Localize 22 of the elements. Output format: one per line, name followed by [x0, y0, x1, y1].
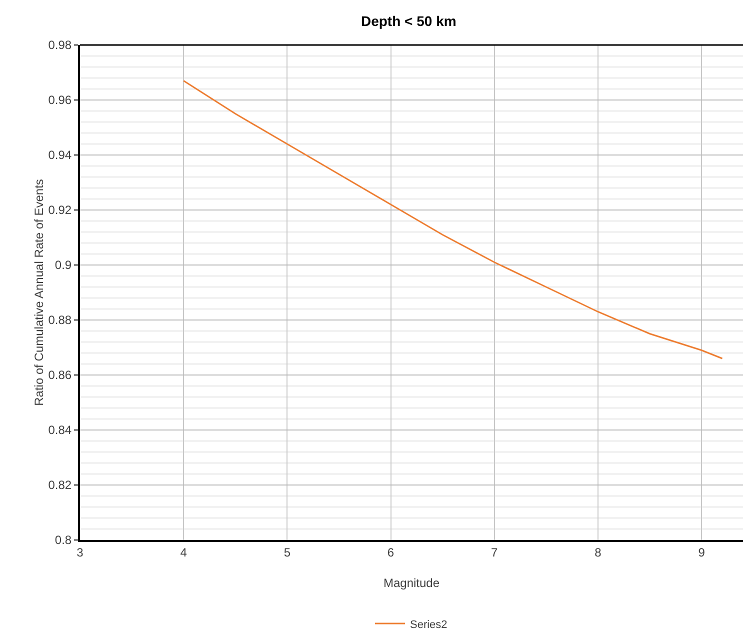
x-tick-label: 6	[387, 545, 394, 560]
y-tick-label: 0.9	[54, 258, 72, 272]
chart-title: Depth < 50 km	[360, 12, 456, 29]
x-tick-label: 8	[594, 545, 602, 560]
legend-label: Series2	[410, 618, 448, 631]
y-tick-label: 0.92	[48, 203, 72, 218]
y-tick-label: 0.98	[48, 38, 72, 52]
x-axis-title: Magnitude	[383, 576, 440, 590]
x-tick-label: 9	[698, 545, 706, 560]
x-tick-label: 3	[76, 545, 84, 560]
y-tick-label: 0.96	[48, 93, 72, 108]
y-tick-label: 0.82	[48, 478, 72, 492]
y-tick-label: 0.94	[48, 148, 72, 162]
y-tick-label: 0.86	[48, 368, 72, 382]
line-series	[182, 80, 724, 360]
y-tick-label: 0.8	[54, 533, 72, 548]
y-tick-label: 0.84	[48, 423, 72, 438]
x-tick-label: 4	[180, 545, 188, 560]
y-axis-title: Ratio of Cumulative Annual Rate of Events	[32, 179, 46, 406]
x-tick-label: 7	[491, 545, 498, 560]
y-tick-label: 0.88	[48, 313, 72, 328]
x-tick-label: 5	[284, 545, 291, 560]
